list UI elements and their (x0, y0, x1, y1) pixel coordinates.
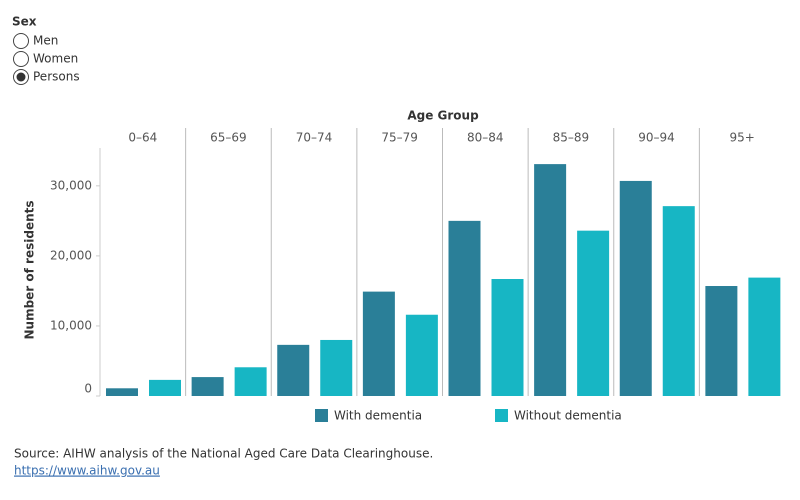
x-tick-label: 80–84 (467, 131, 504, 145)
legend-label: With dementia (334, 409, 422, 423)
x-tick-label: 65–69 (210, 131, 247, 145)
y-tick-label: 10,000 (50, 318, 92, 332)
source: Source: AIHW analysis of the National Ag… (14, 447, 433, 461)
legend-label: Without dementia (514, 409, 622, 423)
x-tick-label: 90–94 (638, 131, 675, 145)
x-tick-label: 70–74 (296, 131, 333, 145)
y-tick-label: 30,000 (50, 178, 92, 192)
bar (234, 367, 267, 396)
filter-label: Sex (12, 15, 37, 29)
y-tick-label: 0 (84, 382, 92, 396)
x-tick-label: 75–79 (381, 131, 418, 145)
legend-swatch (495, 409, 508, 422)
link[interactable]: https://www.aihw.gov.au (14, 464, 160, 478)
bar (577, 230, 610, 396)
radio-button[interactable] (13, 33, 29, 49)
bar (534, 164, 567, 396)
bar (748, 277, 781, 396)
bar (277, 344, 310, 396)
x-tick-label: 85–89 (553, 131, 590, 145)
bar (362, 291, 395, 396)
radio-label[interactable]: Persons (33, 70, 80, 84)
radio-label[interactable]: Men (33, 34, 58, 48)
bar (106, 388, 138, 396)
bar (705, 286, 738, 396)
bar (491, 279, 524, 396)
radio-label[interactable]: Women (33, 52, 78, 66)
bar (320, 339, 353, 396)
bar (191, 377, 224, 396)
legend-swatch (315, 409, 328, 422)
y-axis-title: Number of residents (23, 200, 37, 339)
x-tick-label: 0–64 (128, 131, 157, 145)
x-axis-title: Age Group (407, 109, 479, 123)
bar (149, 379, 181, 396)
bar (405, 314, 438, 396)
radio-dot (16, 72, 26, 82)
bar (662, 206, 695, 396)
bar (619, 180, 652, 396)
bar (448, 220, 481, 396)
y-tick-label: 20,000 (50, 248, 92, 262)
radio-button[interactable] (13, 51, 29, 67)
x-tick-label: 95+ (730, 131, 755, 145)
